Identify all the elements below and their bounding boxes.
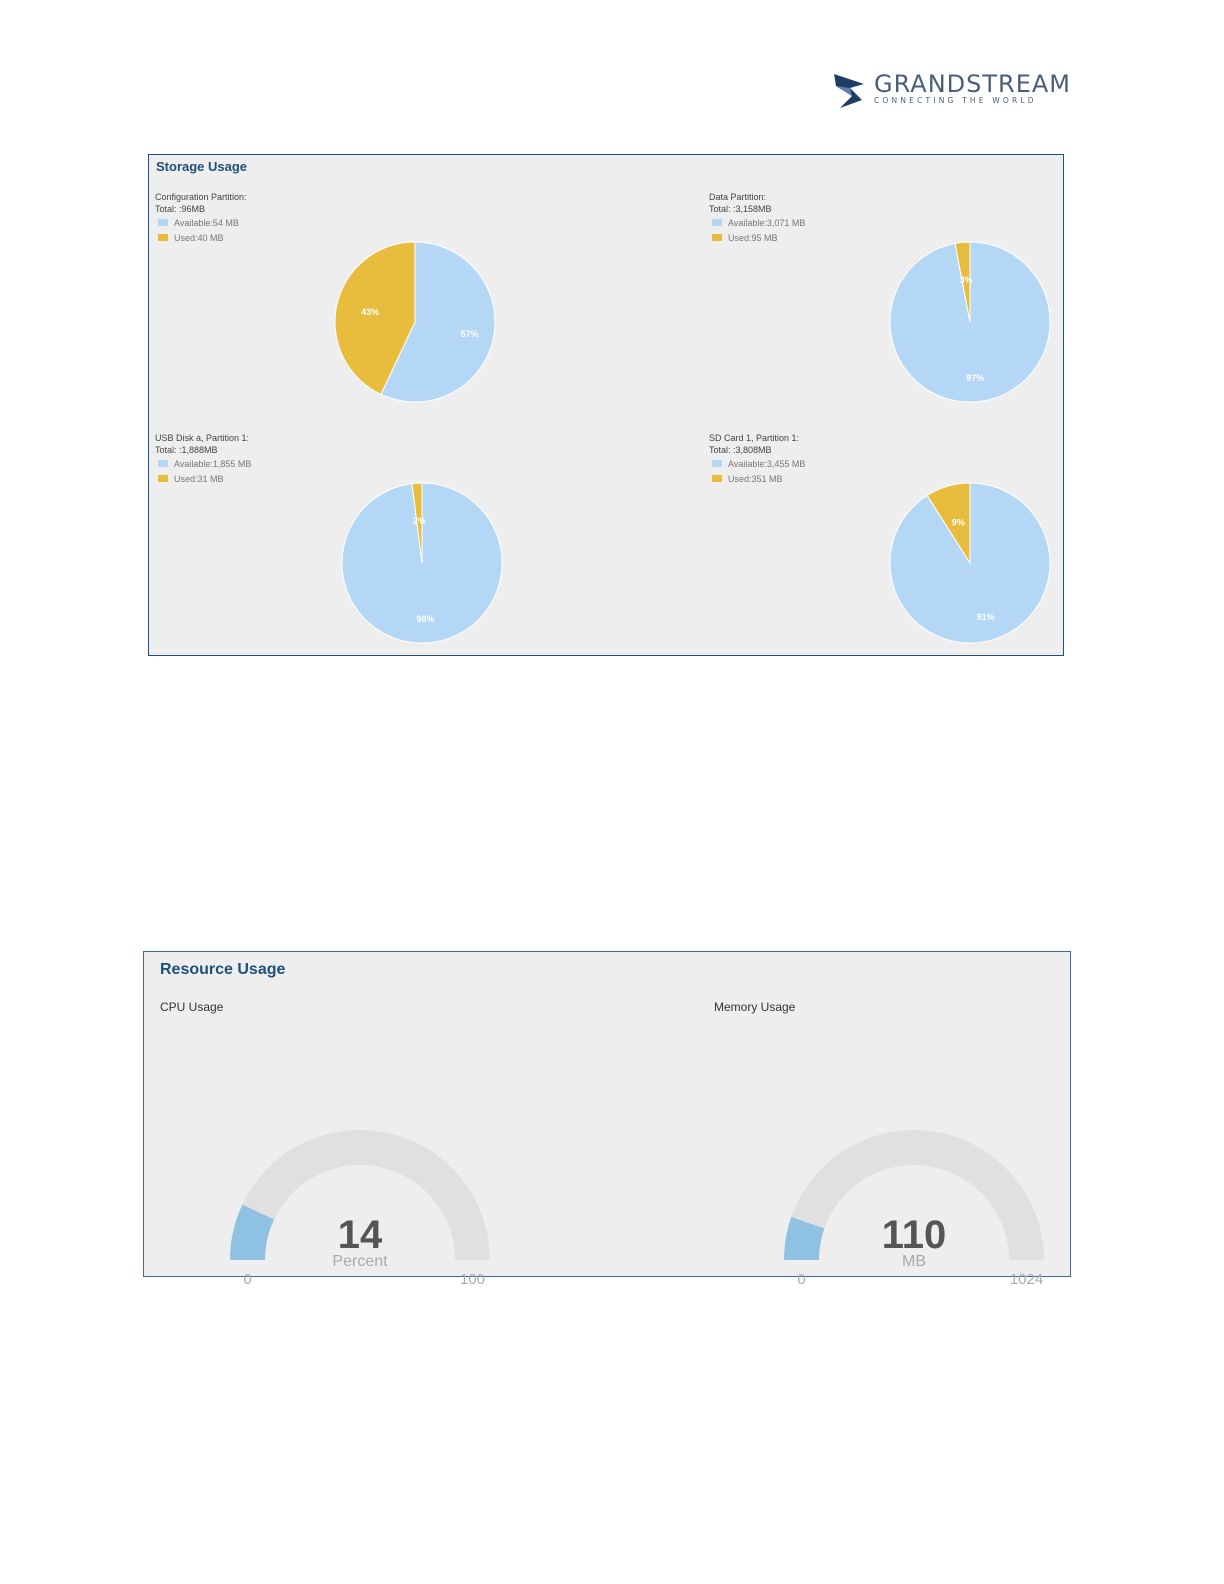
legend-used[interactable]: Used:95 MB <box>712 230 805 245</box>
partition-total: Total: :3,158MB <box>709 204 772 214</box>
swatch-used <box>712 234 722 241</box>
legend-used[interactable]: Used:351 MB <box>712 471 805 486</box>
legend-available[interactable]: Available:54 MB <box>158 215 247 230</box>
partition-total: Total: :1,888MB <box>155 445 218 455</box>
gauge-track <box>230 1130 490 1260</box>
pie-label-used: 2% <box>413 516 426 526</box>
legend-available[interactable]: Available:3,071 MB <box>712 215 805 230</box>
pie-label-available: 57% <box>461 329 479 339</box>
cpu-usage-label: CPU Usage <box>160 1000 224 1014</box>
pie-sd-partition: SD Card 1, Partition 1: Total: :3,808MB … <box>709 432 1129 662</box>
logo-tagline: CONNECTING THE WORLD <box>874 96 1037 105</box>
resource-usage-panel: Resource Usage CPU Usage 14 Percent 0 100 M… <box>143 951 1071 1288</box>
pie-label-used: 43% <box>361 307 379 317</box>
pie-label-available: 98% <box>417 614 435 624</box>
swatch-available <box>712 460 722 467</box>
pie-chart: 43% 57% <box>334 241 496 403</box>
legend-available[interactable]: Available:3,455 MB <box>712 456 805 471</box>
gauge-value: 110 <box>882 1213 947 1257</box>
gauge-max: 100 <box>460 1271 485 1288</box>
partition-name: USB Disk a, Partition 1: <box>155 433 250 443</box>
grandstream-logo-icon <box>834 74 864 108</box>
pie-slice-used[interactable] <box>926 482 971 565</box>
swatch-used <box>158 475 168 482</box>
swatch-available <box>158 460 168 467</box>
gauge-unit: Percent <box>332 1253 388 1270</box>
pie-slice-used[interactable] <box>334 241 416 396</box>
partition-total: Total: :96MB <box>155 204 206 214</box>
logo-wordmark: GRANDSTREAM <box>874 70 1072 98</box>
pie-slice-used[interactable] <box>411 482 423 564</box>
partition-name: Configuration Partition: <box>155 192 247 202</box>
gauge-value: 14 <box>338 1213 383 1257</box>
memory-usage-gauge: Memory Usage 110 MB 0 1024 <box>714 1000 1174 1290</box>
cpu-usage-gauge: CPU Usage 14 Percent 0 100 <box>160 1000 620 1290</box>
pie-label-available: 97% <box>966 373 984 383</box>
gauge-fill <box>230 1204 275 1260</box>
gauge-fill <box>784 1216 825 1260</box>
swatch-used <box>158 234 168 241</box>
gauge-min: 0 <box>797 1271 805 1288</box>
gauge-unit: MB <box>902 1253 926 1270</box>
pie-chart: 2% 98% <box>341 482 503 644</box>
storage-usage-panel: Storage Usage Configuration Partition: T… <box>148 154 1064 656</box>
gauge-max: 1024 <box>1010 1271 1043 1288</box>
pie-chart: 3% 97% <box>889 241 1051 403</box>
grandstream-logo: GRANDSTREAM CONNECTING THE WORLD <box>830 68 1075 112</box>
gauge-min: 0 <box>243 1271 251 1288</box>
pie-config-partition: Configuration Partition: Total: :96MB Av… <box>155 191 575 421</box>
partition-total: Total: :3,808MB <box>709 445 772 455</box>
pie-slice-available[interactable] <box>380 241 496 403</box>
resource-usage-title: Resource Usage <box>160 961 286 978</box>
swatch-available <box>712 219 722 226</box>
storage-usage-title: Storage Usage <box>156 159 248 174</box>
pie-label-available: 91% <box>977 612 995 622</box>
swatch-used <box>712 475 722 482</box>
pie-data-partition: Data Partition: Total: :3,158MB Availabl… <box>709 191 1129 421</box>
gauge-track <box>784 1130 1044 1260</box>
partition-name: SD Card 1, Partition 1: <box>709 433 800 443</box>
memory-usage-label: Memory Usage <box>714 1000 796 1014</box>
legend-used[interactable]: Used:31 MB <box>158 471 251 486</box>
partition-name: Data Partition: <box>709 192 767 202</box>
pie-label-used: 3% <box>960 275 973 285</box>
pie-slice-used[interactable] <box>954 241 971 323</box>
pie-usb-partition: USB Disk a, Partition 1: Total: :1,888MB… <box>155 432 575 662</box>
pie-label-used: 9% <box>952 518 965 528</box>
legend-used[interactable]: Used:40 MB <box>158 230 247 245</box>
pie-chart: 9% 91% <box>889 482 1051 644</box>
legend-available[interactable]: Available:1,855 MB <box>158 456 251 471</box>
swatch-available <box>158 219 168 226</box>
